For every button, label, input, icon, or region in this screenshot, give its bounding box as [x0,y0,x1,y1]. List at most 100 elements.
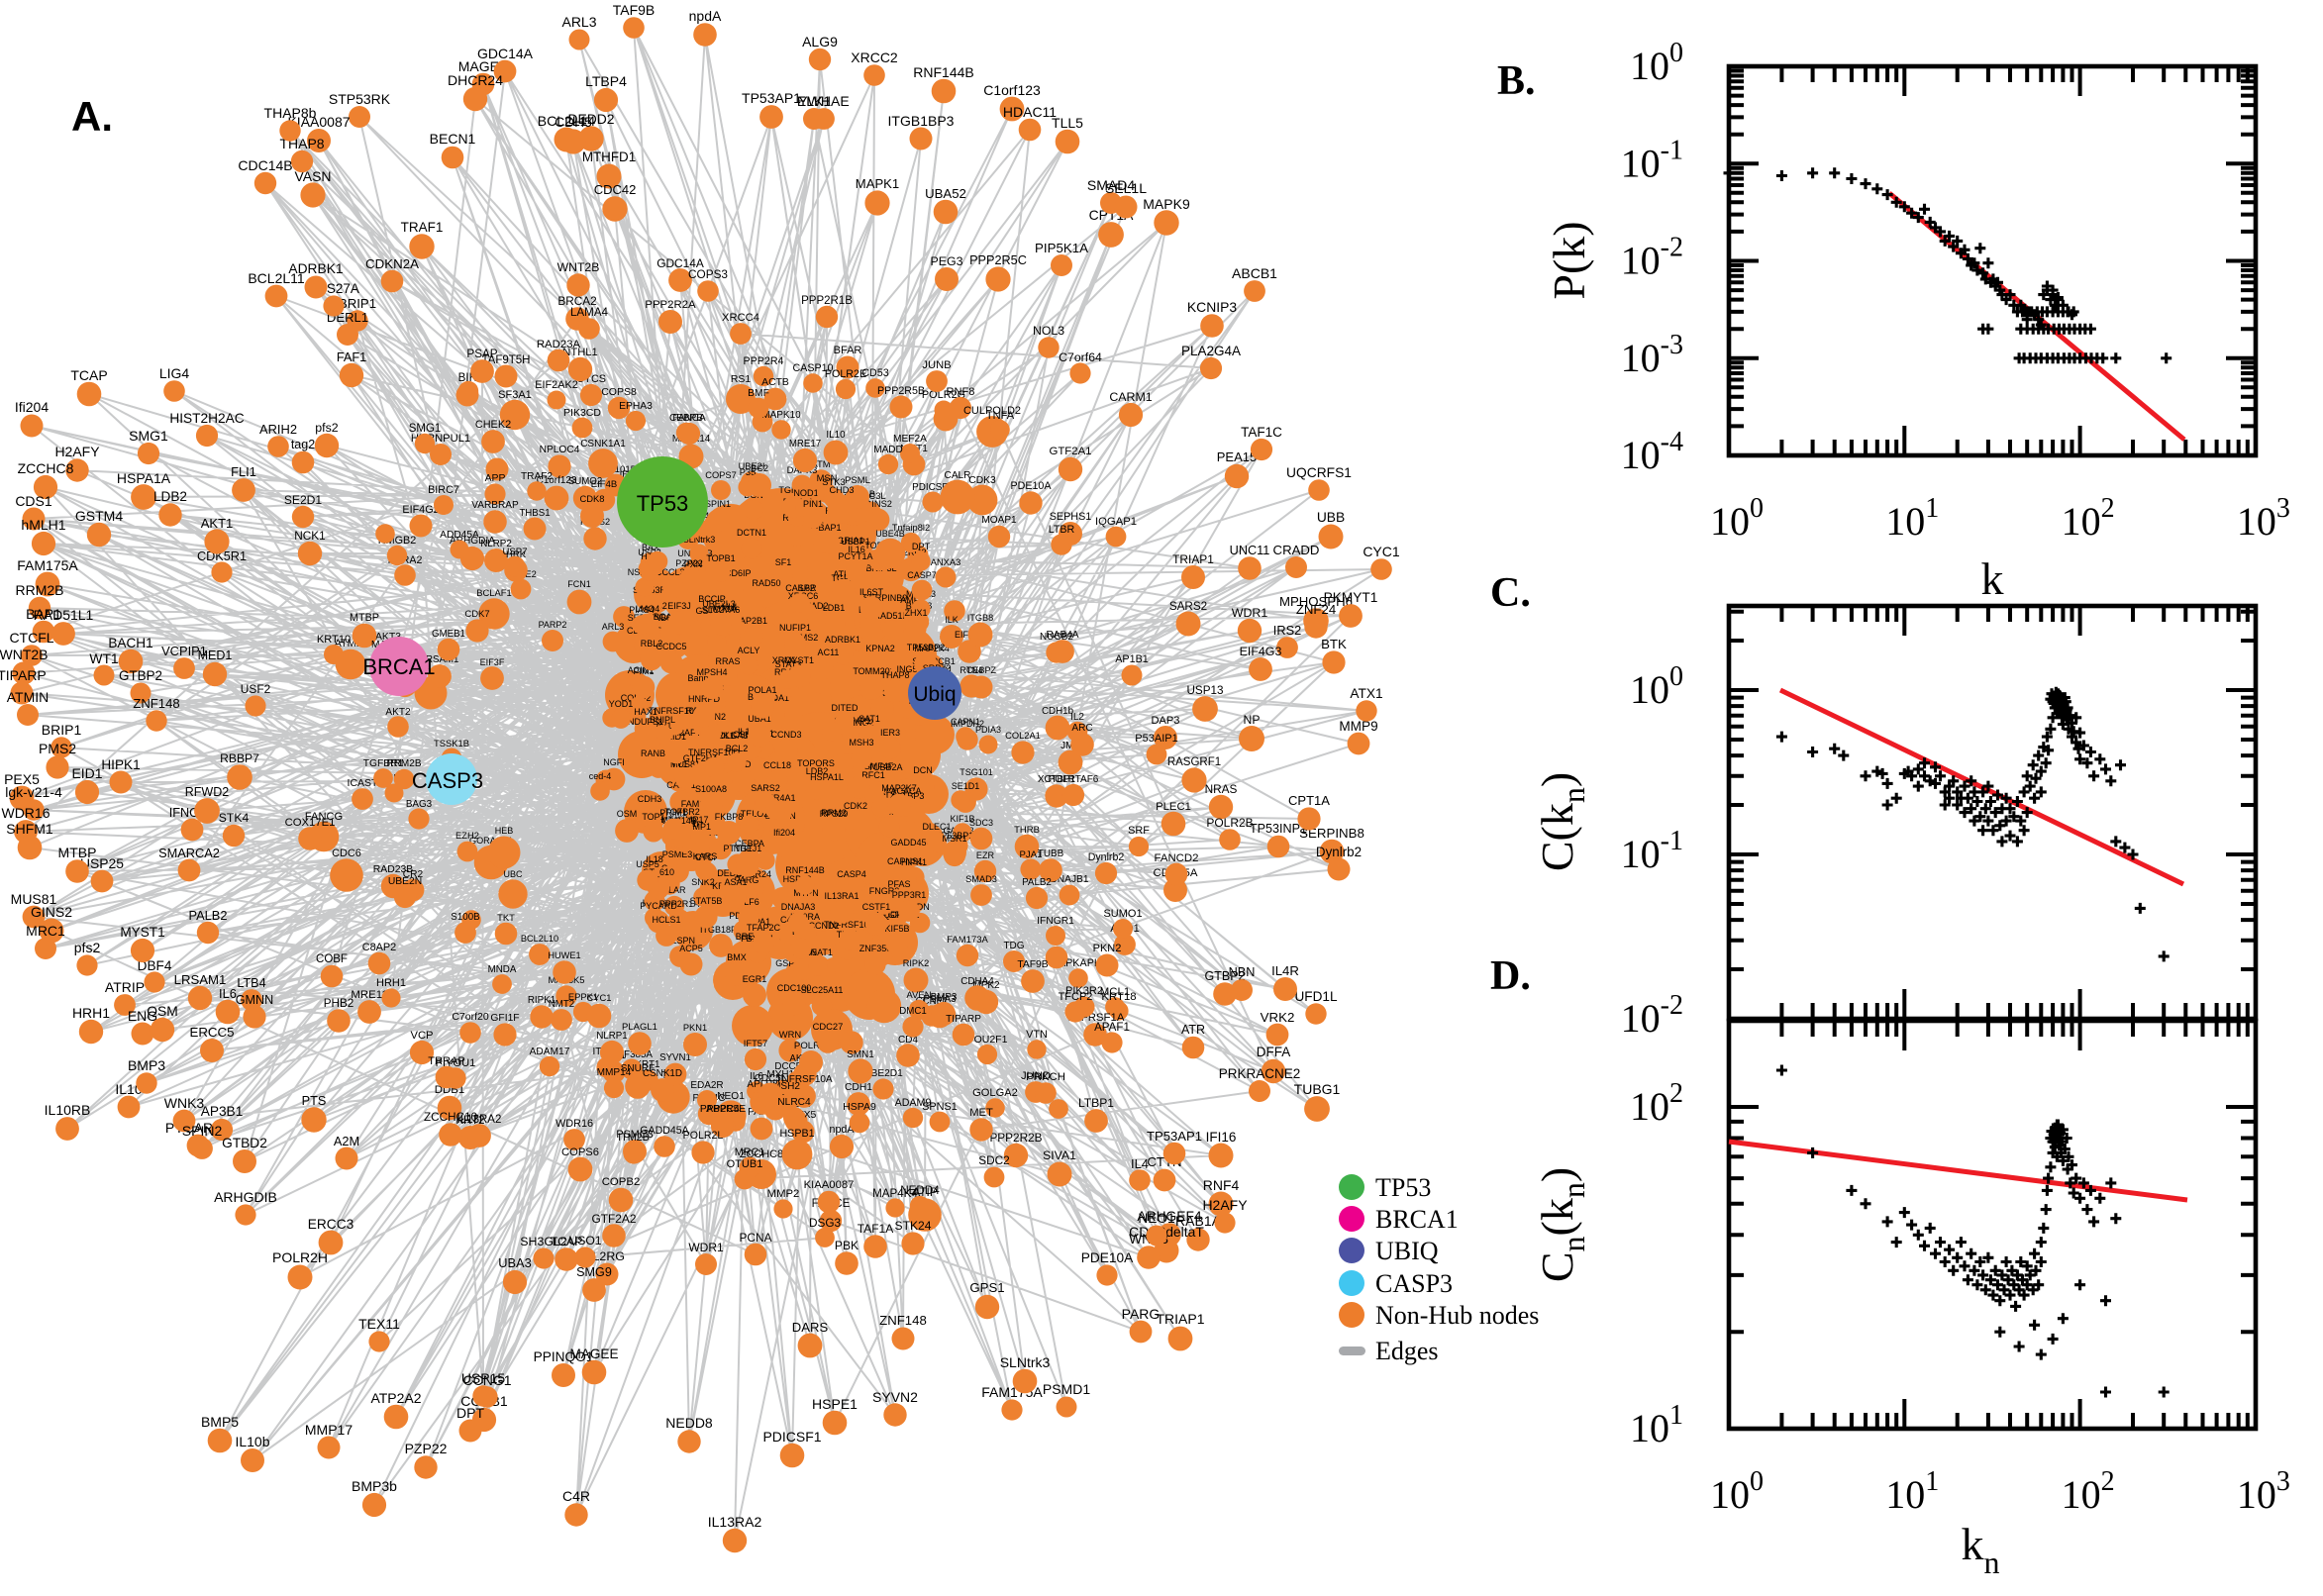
svg-text:IL4R: IL4R [1271,963,1299,978]
svg-text:UBE2D1: UBE2D1 [863,1068,903,1079]
svg-text:C8AP2: C8AP2 [362,942,397,953]
svg-text:ING2: ING2 [853,718,873,728]
svg-text:CDK7: CDK7 [464,609,489,620]
svg-text:POLR2I: POLR2I [794,1041,828,1051]
svg-text:ENG: ENG [128,1008,157,1024]
svg-text:OSM: OSM [617,809,638,819]
svg-text:MRE11: MRE11 [351,989,387,1001]
svg-text:CDC6: CDC6 [332,848,361,859]
svg-text:RAD50: RAD50 [752,578,780,588]
svg-text:pfs2: pfs2 [315,421,339,435]
svg-text:FLI1: FLI1 [231,464,256,479]
svg-text:ATIP: ATIP [912,1185,938,1199]
svg-text:H2AFY: H2AFY [1202,1197,1248,1213]
svg-text:MED1: MED1 [198,648,233,662]
svg-text:NDUFS1: NDUFS1 [628,717,663,727]
svg-text:100: 100 [1630,661,1683,712]
svg-text:TNFA: TNFA [986,410,1015,422]
svg-text:CTGF: CTGF [876,910,901,920]
svg-text:ACLY: ACLY [738,646,760,655]
svg-text:CDH1: CDH1 [845,1082,872,1093]
svg-text:BCCIP: BCCIP [698,594,726,604]
svg-text:DSG3: DSG3 [809,1216,842,1230]
svg-text:POLR2G: POLR2G [922,389,965,401]
svg-text:MUS81: MUS81 [670,759,700,769]
svg-text:NRAS: NRAS [1205,782,1238,796]
svg-text:SE2D1: SE2D1 [284,493,323,507]
svg-text:XRCC4: XRCC4 [722,312,759,324]
svg-text:LDB2: LDB2 [153,489,187,504]
svg-text:IL10: IL10 [826,430,846,441]
svg-text:CLSPN: CLSPN [665,936,695,946]
svg-text:ITGB18P3: ITGB18P3 [700,925,742,935]
svg-text:IL6R: IL6R [797,583,817,593]
svg-text:HSPA1L: HSPA1L [810,772,844,782]
svg-text:POLR2H: POLR2H [272,1249,328,1265]
svg-text:UBA1: UBA1 [748,714,771,724]
svg-text:ZCCHC8: ZCCHC8 [18,460,74,476]
svg-text:GOLGA3: GOLGA3 [711,731,748,741]
svg-text:EIF4B: EIF4B [591,479,617,490]
svg-text:DITED: DITED [832,703,859,713]
svg-text:THAP8b: THAP8b [264,105,317,121]
svg-text:IL10b: IL10b [235,1434,269,1449]
svg-text:PZP22: PZP22 [675,558,703,568]
svg-text:CCND3: CCND3 [770,730,801,740]
svg-text:FKBP8: FKBP8 [715,812,744,822]
svg-text:SUMO2: SUMO2 [568,476,602,487]
svg-text:RANBP2: RANBP2 [641,748,676,758]
svg-text:COPS7: COPS7 [705,470,737,480]
svg-text:WDR16: WDR16 [556,1118,593,1130]
svg-text:SPNS1: SPNS1 [922,1101,958,1113]
svg-text:SRF: SRF [1128,825,1150,837]
svg-text:C1orf123: C1orf123 [983,82,1041,98]
svg-text:CSNK1D: CSNK1D [643,1068,682,1079]
svg-text:AP3B1: AP3B1 [201,1104,244,1119]
svg-text:STAT5B: STAT5B [690,896,723,906]
svg-text:CDK5R1: CDK5R1 [197,549,247,563]
svg-text:ACP5: ACP5 [679,944,703,953]
svg-text:ATF3: ATF3 [833,569,854,579]
svg-text:ARL3: ARL3 [561,14,596,30]
svg-text:DFFA: DFFA [1257,1045,1291,1059]
svg-text:BMX: BMX [727,952,747,962]
svg-text:XCTBP1: XCTBP1 [1038,774,1075,785]
svg-text:PMS2: PMS2 [794,633,819,643]
svg-text:BRCA1: BRCA1 [1375,1205,1459,1234]
svg-text:KCNIP3: KCNIP3 [1187,299,1237,315]
svg-text:MADD: MADD [873,445,902,455]
svg-text:PPP2R4: PPP2R4 [744,355,784,367]
svg-text:STK3: STK3 [822,476,845,487]
svg-text:HRK: HRK [506,549,527,560]
svg-text:NEO1: NEO1 [717,1091,745,1102]
svg-text:ATRIP: ATRIP [105,979,145,995]
svg-text:FLAR: FLAR [662,885,686,895]
svg-text:THBS1: THBS1 [519,508,550,519]
svg-text:PALB2: PALB2 [189,908,228,923]
svg-text:lgk-v21-4: lgk-v21-4 [5,784,62,800]
svg-text:UQCRFS1: UQCRFS1 [1286,465,1352,480]
svg-text:MCL1: MCL1 [1100,986,1130,998]
svg-text:TSSK1B: TSSK1B [434,738,469,748]
svg-text:CCND2: CCND2 [808,921,839,931]
svg-text:PTTG1: PTTG1 [723,844,752,853]
svg-text:SMN1: SMN1 [847,1049,874,1060]
svg-text:PPP2R5B: PPP2R5B [877,385,925,397]
svg-text:Dynlrb2: Dynlrb2 [1316,845,1362,859]
svg-text:ITM2B: ITM2B [618,1132,650,1144]
svg-text:STP53RK: STP53RK [329,91,391,107]
svg-text:PRKCH: PRKCH [1026,1071,1065,1083]
svg-text:PEG3: PEG3 [930,254,962,268]
svg-text:UBIQ: UBIQ [1375,1237,1439,1265]
svg-text:EDA2R: EDA2R [690,1080,723,1091]
svg-text:C.: C. [1490,570,1531,616]
svg-text:SF3A1: SF3A1 [498,389,532,401]
svg-text:DEDD: DEDD [717,868,743,878]
svg-text:PBK: PBK [835,1239,858,1252]
svg-text:GRIA1: GRIA1 [837,536,863,546]
svg-text:MET: MET [969,1107,993,1119]
svg-text:JUNB: JUNB [922,359,951,371]
svg-text:KRT10: KRT10 [317,634,351,646]
svg-text:CDS1: CDS1 [15,493,52,509]
svg-text:PPP3R1: PPP3R1 [892,890,927,900]
